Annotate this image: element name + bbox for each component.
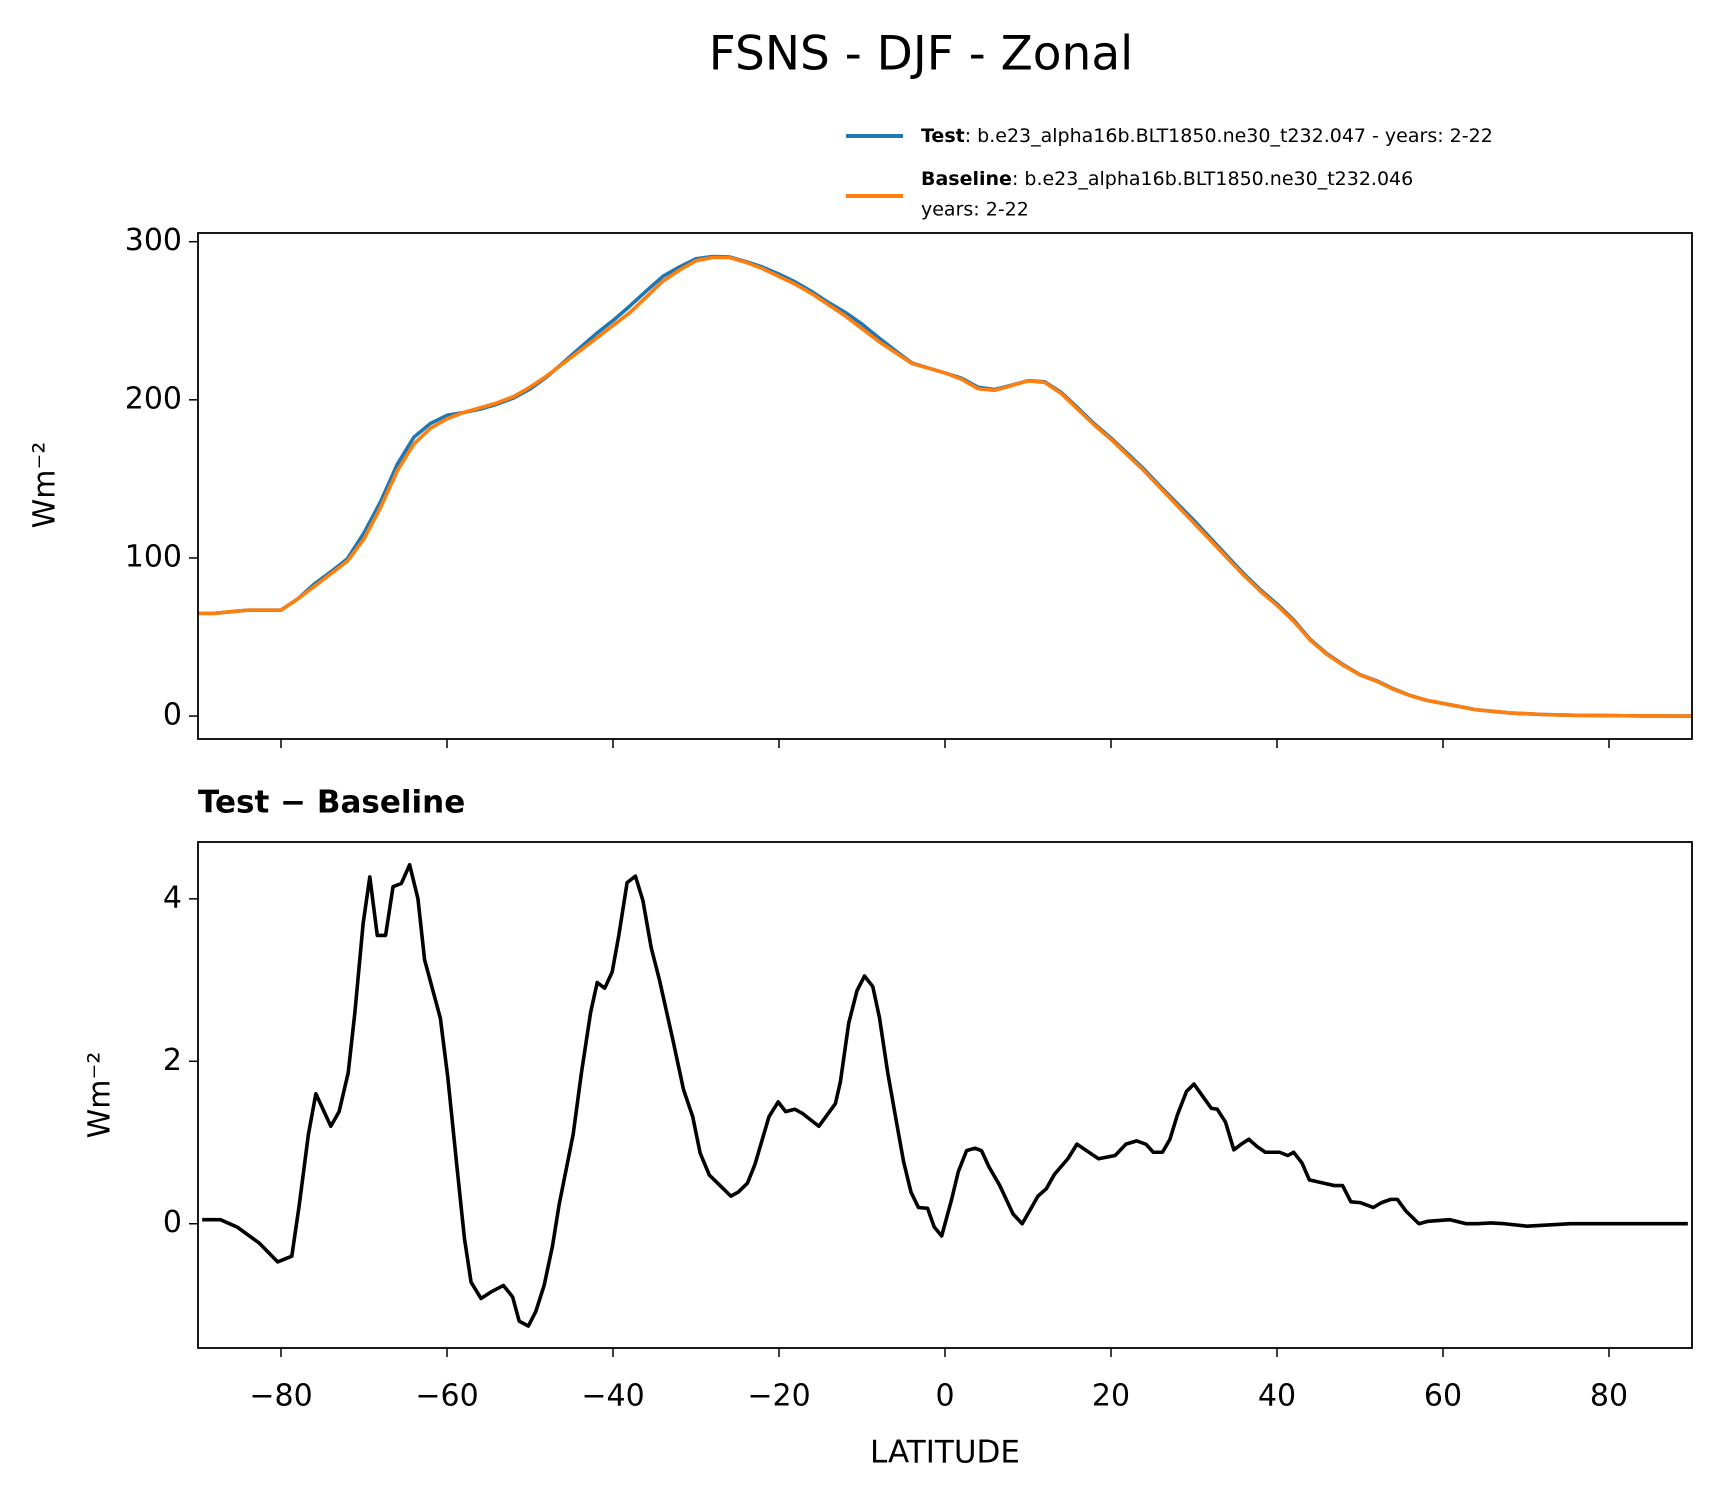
y-tick-label: 200 bbox=[125, 381, 182, 416]
legend-description: : b.e23_alpha16b.BLT1850.ne30_t232.047 -… bbox=[965, 125, 1493, 147]
x-tick-label: 40 bbox=[1258, 1379, 1296, 1414]
x-tick-label: 20 bbox=[1092, 1379, 1130, 1414]
x-tick-label: 0 bbox=[935, 1379, 954, 1414]
y-axis-label: Wm⁻² bbox=[28, 442, 63, 529]
axes-frame bbox=[197, 841, 1693, 1349]
y-tick-label: 0 bbox=[163, 698, 182, 733]
y-tick-label: 300 bbox=[125, 223, 182, 258]
data-line bbox=[198, 255, 1692, 718]
x-axis-label: LATITUDE bbox=[870, 1435, 1020, 1471]
y-tick-label: 4 bbox=[163, 880, 182, 915]
axes-frame bbox=[197, 232, 1693, 740]
y-tick-label: 0 bbox=[163, 1205, 182, 1240]
legend-entry: Baseline: b.e23_alpha16b.BLT1850.ne30_t2… bbox=[921, 168, 1413, 190]
y-axis-label: Wm⁻² bbox=[83, 1052, 118, 1139]
x-tick-label: 80 bbox=[1590, 1379, 1628, 1414]
x-tick-label: −60 bbox=[415, 1379, 478, 1414]
y-tick-label: 2 bbox=[163, 1043, 182, 1078]
x-tick-label: −20 bbox=[747, 1379, 810, 1414]
y-tick-label: 100 bbox=[125, 539, 182, 574]
x-tick-label: −80 bbox=[249, 1379, 312, 1414]
x-tick-label: 60 bbox=[1424, 1379, 1462, 1414]
subplot-title: Test − Baseline bbox=[198, 785, 465, 821]
legend-name: Test bbox=[921, 125, 965, 147]
legend-description: : b.e23_alpha16b.BLT1850.ne30_t232.046 bbox=[1012, 168, 1413, 190]
x-tick-label: −40 bbox=[581, 1379, 644, 1414]
figure-title: FSNS - DJF - Zonal bbox=[709, 27, 1133, 82]
data-line bbox=[202, 862, 1688, 1328]
legend-entry: Test: b.e23_alpha16b.BLT1850.ne30_t232.0… bbox=[921, 125, 1493, 147]
legend-name: Baseline bbox=[921, 168, 1012, 190]
legend: Test: b.e23_alpha16b.BLT1850.ne30_t232.0… bbox=[846, 125, 1493, 221]
legend-description: years: 2-22 bbox=[921, 199, 1029, 221]
